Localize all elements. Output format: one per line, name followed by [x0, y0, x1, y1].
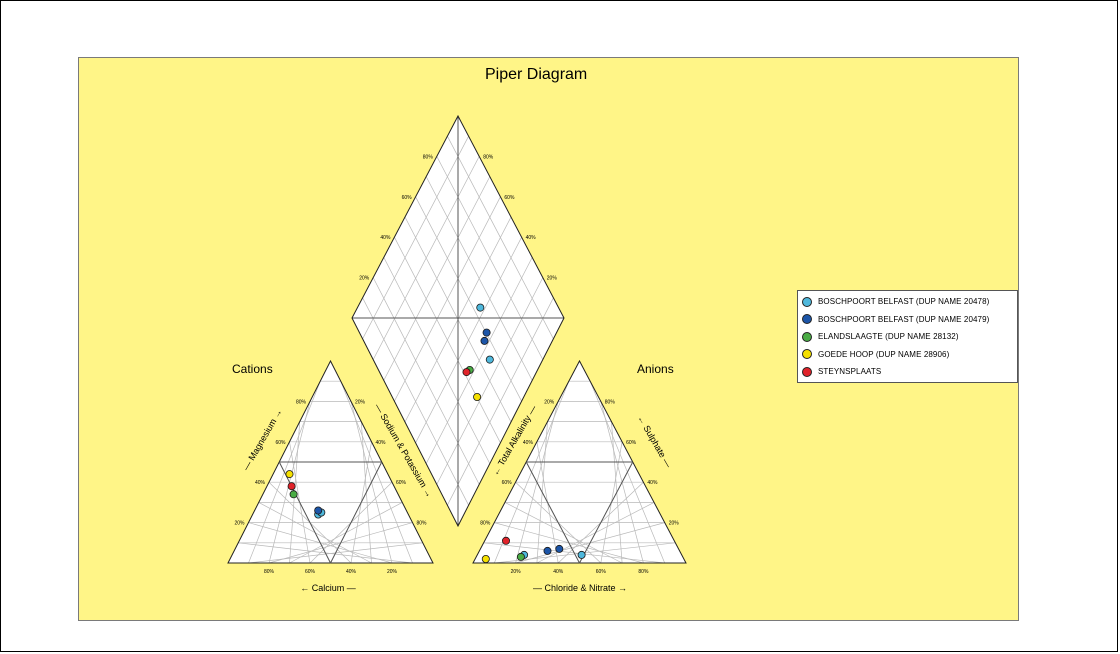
tick-label: 60%: [596, 569, 607, 575]
tick-label: 20%: [234, 521, 245, 527]
tick-label: 20%: [387, 569, 398, 575]
tick-label: 40%: [553, 569, 564, 575]
tick-label: 20%: [511, 569, 522, 575]
anions-label: Anions: [637, 362, 674, 376]
calcium-axis-label: ← Calcium —: [300, 583, 356, 593]
tick-label: 80%: [416, 521, 427, 527]
tick-label: 80%: [483, 154, 494, 160]
tick-label: 40%: [380, 235, 391, 241]
diamond-point: [480, 336, 489, 345]
anion-point: [501, 536, 510, 545]
tick-label: 40%: [375, 440, 386, 446]
cations-label: Cations: [232, 362, 273, 376]
anion-point: [543, 546, 552, 555]
tick-label: 40%: [647, 480, 658, 486]
legend-label: BOSCHPOORT BELFAST (DUP NAME 20479): [818, 314, 990, 324]
tick-label: 60%: [402, 195, 413, 201]
anion-point: [516, 552, 525, 561]
classification-line: [579, 461, 634, 564]
grid-line: [372, 156, 480, 360]
tick-label: 80%: [423, 154, 434, 160]
diamond-point: [482, 328, 491, 337]
legend: BOSCHPOORT BELFAST (DUP NAME 20478) BOSCH…: [797, 290, 1018, 383]
diamond-point: [473, 392, 482, 401]
grid-line: [436, 156, 544, 360]
cation-point: [287, 482, 296, 491]
tick-label: 20%: [547, 276, 558, 282]
legend-marker: [802, 331, 812, 342]
chart-title: Piper Diagram: [485, 66, 588, 83]
tick-label: 20%: [669, 521, 680, 527]
tick-label: 40%: [526, 235, 537, 241]
grid-line: [362, 136, 469, 339]
classification-line: [525, 461, 580, 564]
cation-point: [289, 490, 298, 499]
legend-label: ELANDSLAAGTE (DUP NAME 28132): [818, 332, 959, 342]
legend-item: BOSCHPOORT BELFAST (DUP NAME 20479): [802, 311, 1013, 329]
tick-label: 20%: [355, 399, 366, 405]
grid-line: [447, 136, 554, 339]
tick-label: 60%: [626, 440, 637, 446]
tick-label: 80%: [480, 521, 491, 527]
classification-line: [278, 461, 331, 564]
anion-point: [481, 555, 490, 564]
legend-label: GOEDE HOOP (DUP NAME 28906): [818, 349, 950, 359]
tick-label: 60%: [305, 569, 316, 575]
legend-marker: [802, 314, 812, 325]
chloride-nitrate-axis-label: — Chloride & Nitrate →: [533, 583, 627, 593]
tick-label: 80%: [264, 569, 275, 575]
legend-item: STEYNSPLAATS: [802, 363, 1013, 381]
anion-point: [577, 550, 586, 559]
classification-line: [330, 461, 383, 564]
tick-label: 40%: [255, 480, 266, 486]
legend-marker: [802, 349, 812, 360]
legend-item: BOSCHPOORT BELFAST (DUP NAME 20478): [802, 293, 1013, 311]
sulphate-axis-label: ← Sulphate —: [636, 414, 674, 470]
tick-label: 60%: [502, 480, 513, 486]
tick-label: 60%: [275, 440, 286, 446]
tick-label: 80%: [605, 399, 616, 405]
tick-label: 80%: [296, 399, 307, 405]
legend-item: GOEDE HOOP (DUP NAME 28906): [802, 346, 1013, 364]
legend-item: ELANDSLAAGTE (DUP NAME 28132): [802, 328, 1013, 346]
legend-marker: [802, 296, 812, 307]
tick-label: 60%: [504, 195, 515, 201]
tick-label: 60%: [396, 480, 407, 486]
tick-label: 40%: [346, 569, 357, 575]
tick-label: 40%: [523, 440, 534, 446]
legend-marker: [802, 366, 812, 377]
diamond-point: [485, 355, 494, 364]
tick-label: 20%: [359, 276, 370, 282]
grid-line: [415, 196, 522, 402]
grid-line: [383, 176, 491, 381]
legend-label: BOSCHPOORT BELFAST (DUP NAME 20478): [818, 297, 990, 307]
grid-line: [425, 176, 533, 381]
cation-point: [285, 470, 294, 479]
tick-label: 80%: [638, 569, 649, 575]
diamond-point: [462, 368, 471, 377]
cation-point: [314, 506, 323, 515]
diamond-outline: [351, 114, 565, 528]
grid-line: [394, 196, 501, 402]
tick-label: 20%: [544, 399, 555, 405]
legend-label: STEYNSPLAATS: [818, 367, 882, 377]
diamond-point: [476, 303, 485, 312]
anion-point: [555, 544, 564, 553]
